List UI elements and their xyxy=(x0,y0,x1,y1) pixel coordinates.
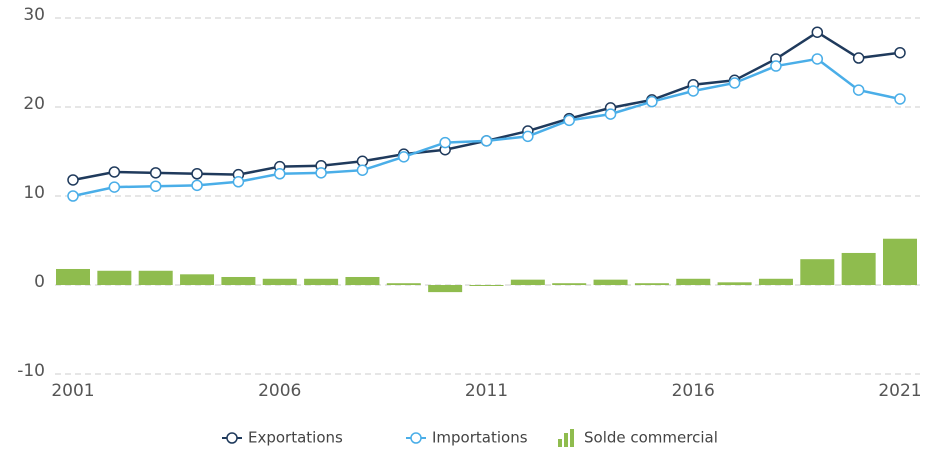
point xyxy=(480,135,493,147)
y-tick-label: -10 xyxy=(17,361,45,381)
point xyxy=(149,167,162,179)
legend-marker xyxy=(226,432,238,444)
point xyxy=(728,77,741,89)
point xyxy=(563,114,575,127)
bar xyxy=(593,279,628,285)
bar xyxy=(138,270,173,285)
bar xyxy=(221,276,256,285)
point xyxy=(811,26,824,38)
point xyxy=(274,168,286,180)
point xyxy=(191,179,203,192)
bar xyxy=(800,259,835,285)
bar xyxy=(56,268,90,285)
bar xyxy=(717,282,752,285)
point xyxy=(522,130,534,143)
point xyxy=(604,108,617,120)
legend-label: Solde commercial xyxy=(584,429,718,447)
point xyxy=(894,93,906,105)
bar xyxy=(469,285,504,286)
point xyxy=(67,190,79,202)
point xyxy=(894,46,906,59)
bar xyxy=(883,238,917,285)
bar xyxy=(345,276,380,285)
x-tick-label: 2006 xyxy=(258,381,301,401)
legend-item: Importations xyxy=(406,429,528,447)
legend-item: Exportations xyxy=(222,429,343,447)
point xyxy=(149,180,162,192)
point xyxy=(439,136,451,149)
legend-marker xyxy=(410,432,422,444)
bar xyxy=(428,285,463,293)
bar xyxy=(304,278,339,285)
legend-marker xyxy=(570,429,574,447)
point xyxy=(67,174,79,186)
x-tick-label: 2011 xyxy=(465,381,508,401)
point xyxy=(687,85,699,97)
bar xyxy=(97,270,132,285)
legend-label: Exportations xyxy=(248,429,343,447)
point xyxy=(315,167,327,179)
y-tick-label: 30 xyxy=(23,5,45,25)
bar xyxy=(180,274,215,285)
bar xyxy=(841,252,876,285)
legend-marker xyxy=(558,439,562,447)
point xyxy=(108,166,121,178)
point xyxy=(191,168,203,180)
bar xyxy=(262,278,297,285)
y-tick-label: 20 xyxy=(23,94,45,114)
point xyxy=(852,84,865,96)
point xyxy=(398,151,410,163)
point xyxy=(232,176,245,188)
point xyxy=(770,60,782,72)
point xyxy=(108,181,121,193)
bar xyxy=(510,279,545,285)
point xyxy=(646,95,658,108)
bar xyxy=(386,283,421,285)
x-tick-label: 2001 xyxy=(51,381,94,401)
bar xyxy=(634,283,669,285)
x-tick-label: 2021 xyxy=(878,381,921,401)
point xyxy=(852,52,865,64)
bar xyxy=(676,278,711,285)
x-tick-label: 2016 xyxy=(672,381,715,401)
legend-item: Solde commercial xyxy=(558,429,718,447)
point xyxy=(811,53,824,65)
point xyxy=(356,164,369,176)
y-tick-label: 0 xyxy=(34,272,45,292)
y-tick-label: 10 xyxy=(23,183,45,203)
bar xyxy=(758,278,793,285)
legend-label: Importations xyxy=(432,429,528,447)
bar xyxy=(552,283,587,285)
legend-marker xyxy=(564,433,568,447)
